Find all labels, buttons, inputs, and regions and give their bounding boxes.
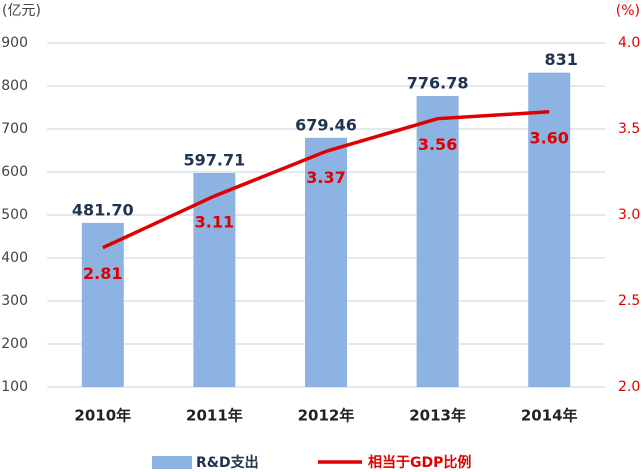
bar	[81, 222, 124, 387]
line-value-label: 2.81	[83, 264, 122, 283]
bar-value-label: 776.78	[407, 73, 469, 92]
y-tick-label: 800	[1, 78, 28, 94]
y-tick-label: 900	[1, 35, 28, 51]
legend-swatch	[152, 456, 192, 469]
bar-value-label: 679.46	[295, 115, 357, 134]
line-value-label: 3.60	[529, 128, 568, 147]
y-tick-label: 600	[1, 164, 28, 180]
y-tick-label: 500	[1, 207, 28, 223]
bar	[528, 72, 571, 388]
y2-axis-label: (%)	[616, 3, 640, 19]
x-tick-label: 2010年	[74, 407, 131, 425]
y-tick-label: 200	[1, 336, 28, 352]
y-tick-label: 300	[1, 293, 28, 309]
y-tick-label: 100	[1, 379, 28, 395]
y-tick-label: 700	[1, 121, 28, 137]
line-value-label: 3.56	[418, 135, 457, 154]
y2-tick-label: 3.0	[618, 207, 640, 223]
bar-value-label: 597.71	[184, 150, 246, 169]
bar	[193, 172, 236, 387]
bar-value-label: 481.70	[72, 200, 134, 219]
bar-value-label: 831	[544, 50, 577, 69]
y2-tick-label: 3.5	[618, 121, 640, 137]
legend-label: R&D支出	[196, 454, 259, 471]
y-tick-label: 400	[1, 250, 28, 266]
bar	[305, 137, 347, 387]
x-tick-label: 2013年	[409, 407, 466, 425]
x-tick-label: 2012年	[298, 407, 355, 425]
line-value-label: 3.11	[195, 213, 234, 232]
y2-tick-label: 4.0	[618, 35, 640, 51]
y2-tick-label: 2.5	[618, 293, 640, 309]
legend-label: 相当于GDP比例	[368, 454, 471, 471]
line	[102, 110, 550, 250]
x-tick-label: 2011年	[186, 407, 243, 425]
bar	[416, 95, 459, 388]
line-value-label: 3.37	[306, 168, 345, 187]
y-axis-label: (亿元)	[2, 3, 41, 19]
y2-tick-label: 2.0	[618, 379, 640, 395]
x-tick-label: 2014年	[521, 407, 578, 425]
